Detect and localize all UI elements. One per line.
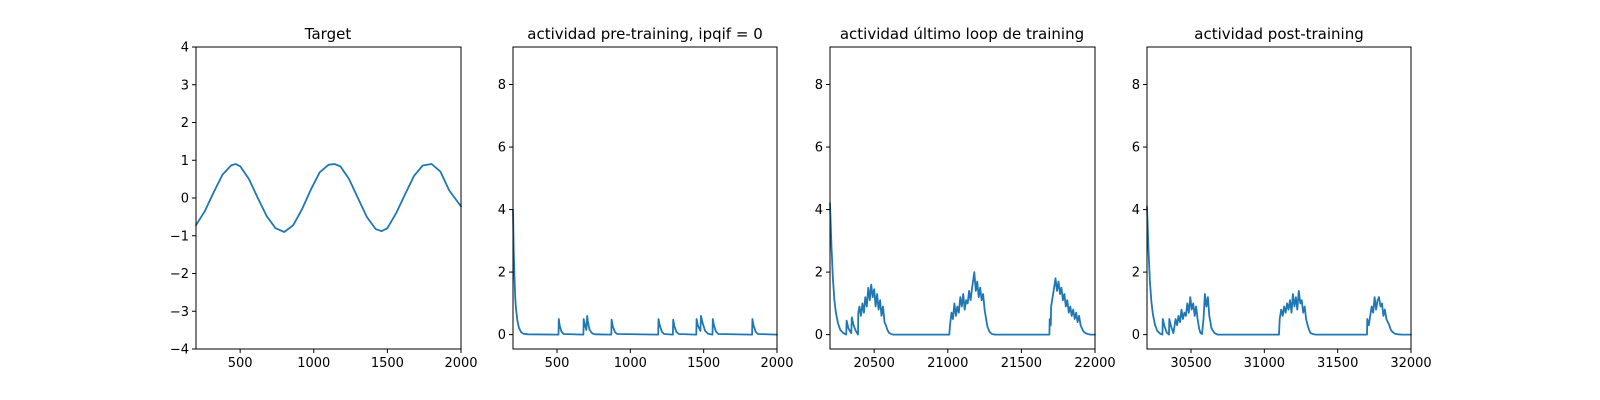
y-tick-label: 0 [181, 192, 189, 207]
x-tick-label: 22000 [1074, 356, 1115, 371]
y-tick-label: 0 [498, 328, 506, 343]
y-tick-label: 4 [1132, 203, 1140, 218]
y-tick-label: 6 [815, 141, 823, 156]
panel-title: Target [304, 25, 352, 43]
panel-title: actividad último loop de training [840, 25, 1084, 43]
panel-title: actividad pre-training, ipqif = 0 [527, 25, 763, 43]
y-tick-label: 1 [181, 154, 189, 169]
x-tick-label: 30500 [1170, 356, 1211, 371]
x-tick-label: 1500 [687, 356, 720, 371]
y-tick-label: 4 [815, 203, 823, 218]
x-tick-label: 31500 [1317, 356, 1358, 371]
y-tick-label: 4 [181, 41, 189, 56]
x-tick-label: 20500 [853, 356, 894, 371]
x-tick-label: 1500 [371, 356, 404, 371]
y-tick-label: −1 [170, 229, 189, 244]
y-tick-label: 6 [1132, 141, 1140, 156]
y-tick-label: 6 [498, 141, 506, 156]
x-tick-label: 1000 [614, 356, 647, 371]
x-tick-label: 500 [228, 356, 253, 371]
y-tick-label: 8 [1132, 78, 1140, 93]
y-tick-label: 2 [1132, 266, 1140, 281]
x-tick-label: 32000 [1390, 356, 1431, 371]
y-tick-label: 8 [498, 78, 506, 93]
panel-title: actividad post-training [1194, 25, 1363, 43]
y-tick-label: 2 [815, 266, 823, 281]
x-tick-label: 2000 [444, 356, 477, 371]
y-tick-label: 3 [181, 78, 189, 93]
y-tick-label: −4 [170, 343, 189, 358]
x-tick-label: 21500 [1001, 356, 1042, 371]
y-tick-label: 0 [1132, 328, 1140, 343]
x-tick-label: 500 [545, 356, 570, 371]
y-tick-label: 8 [815, 78, 823, 93]
x-tick-label: 1000 [297, 356, 330, 371]
y-tick-label: 4 [498, 203, 506, 218]
y-tick-label: −2 [170, 267, 189, 282]
x-tick-label: 21000 [927, 356, 968, 371]
y-tick-label: 2 [498, 266, 506, 281]
y-tick-label: 0 [815, 328, 823, 343]
y-tick-label: −3 [170, 305, 189, 320]
x-tick-label: 2000 [760, 356, 793, 371]
y-tick-label: 2 [181, 116, 189, 131]
x-tick-label: 31000 [1244, 356, 1285, 371]
